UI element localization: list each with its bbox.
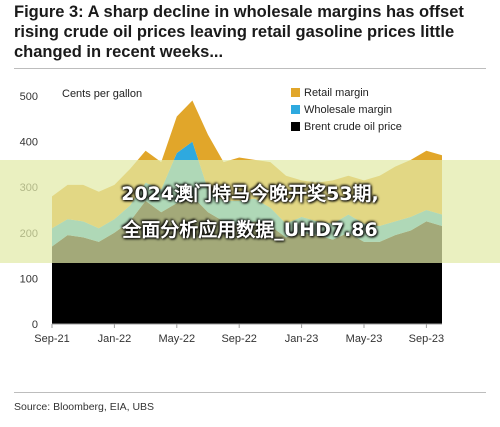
overlay-banner [0,160,500,263]
x-tick-label: Jan-22 [98,333,132,345]
axes: 0100200300400500Sep-21Jan-22May-22Sep-22… [20,91,445,345]
overlay-text-line-1: 2024澳门特马今晚开奖53期, [121,183,379,205]
source-note: Source: Bloomberg, EIA, UBS [14,401,155,413]
x-tick-label: Sep-23 [409,333,444,345]
legend-swatch [291,105,300,114]
legend-label: Wholesale margin [304,104,392,116]
legend: Retail margin Wholesale margin Brent crude… [291,87,402,133]
y-tick-label: 0 [32,319,38,331]
legend-label: Brent crude oil price [304,121,402,133]
x-tick-label: Sep-22 [221,333,256,345]
legend-swatch [291,122,300,131]
y-tick-label: 500 [20,91,38,103]
figure-title: Figure 3: A sharp decline in wholesale m… [14,3,464,61]
x-tick-label: Sep-21 [34,333,69,345]
y-tick-label: 100 [20,273,38,285]
legend-label: Retail margin [304,87,369,99]
y-axis-label: Cents per gallon [62,88,142,100]
title-divider [14,68,486,69]
overlay-text-line-2: 全面分析应用数据_UHD7.86 [122,219,378,241]
x-tick-label: Jan-23 [285,333,319,345]
y-tick-label: 400 [20,137,38,149]
x-tick-label: May-23 [346,333,383,345]
legend-swatch [291,88,300,97]
x-tick-label: May-22 [158,333,195,345]
source-divider [14,392,486,393]
